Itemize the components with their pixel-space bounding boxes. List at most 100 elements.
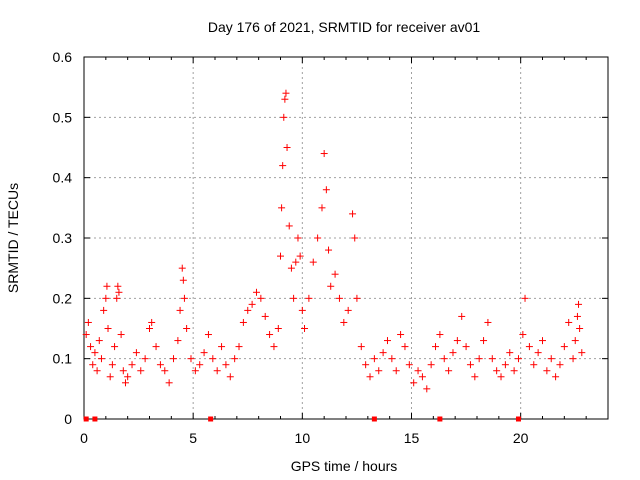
data-point (296, 252, 304, 260)
data-point (340, 318, 348, 326)
data-point (445, 367, 453, 375)
data-point (187, 355, 195, 363)
x-tick-label: 10 (295, 430, 311, 446)
data-point (493, 367, 501, 375)
data-point (148, 318, 156, 326)
data-point (514, 355, 522, 363)
data-point (95, 337, 103, 345)
data-point (501, 361, 509, 369)
data-point (552, 373, 560, 381)
baseline-marker (515, 416, 521, 422)
data-point (432, 343, 440, 351)
data-point (179, 276, 187, 284)
data-point (397, 331, 405, 339)
baseline-marker (208, 416, 214, 422)
data-point (530, 361, 538, 369)
data-point (235, 343, 243, 351)
data-point (244, 306, 252, 314)
data-point (114, 282, 122, 290)
data-point (534, 349, 542, 357)
data-point (547, 355, 555, 363)
data-point (278, 204, 286, 212)
data-point (102, 294, 110, 302)
baseline-marker (83, 416, 89, 422)
data-point (239, 318, 247, 326)
y-tick-label: 0.1 (53, 351, 73, 367)
data-point (453, 337, 461, 345)
data-point (209, 355, 217, 363)
data-point (458, 312, 466, 320)
data-point (146, 325, 153, 332)
data-point (576, 325, 584, 332)
data-point (322, 186, 330, 194)
data-point (132, 349, 140, 357)
y-tick-label: 0.5 (53, 109, 73, 125)
data-point (575, 300, 583, 308)
baseline-marker (437, 416, 443, 422)
data-point (351, 234, 359, 242)
data-point (375, 367, 383, 375)
data-point (137, 367, 145, 375)
data-point (97, 355, 105, 363)
data-point (174, 337, 182, 345)
data-point (573, 312, 581, 320)
data-point (305, 294, 313, 302)
y-axis-label: SRMTID / TECUs (5, 183, 21, 293)
data-point (156, 361, 164, 369)
data-point (84, 318, 92, 326)
data-point (165, 379, 173, 387)
data-point (506, 349, 514, 357)
data-point (519, 331, 527, 339)
data-point (161, 367, 169, 375)
data-point (200, 349, 208, 357)
data-point (93, 367, 101, 375)
data-point (104, 325, 112, 332)
data-point (471, 373, 479, 381)
data-point (285, 222, 293, 230)
data-point (222, 361, 230, 369)
data-point (379, 349, 387, 357)
baseline-marker (371, 416, 377, 422)
data-point (357, 343, 365, 351)
data-point (314, 234, 322, 242)
data-point (414, 367, 422, 375)
data-point (392, 367, 400, 375)
data-point (401, 343, 409, 351)
data-point (466, 361, 474, 369)
y-tick-label: 0.4 (53, 170, 73, 186)
data-point (113, 294, 121, 302)
data-point (294, 234, 302, 242)
data-point (111, 343, 119, 351)
data-point (226, 373, 234, 381)
data-point (331, 270, 339, 278)
data-point (281, 95, 289, 103)
data-point (353, 294, 361, 302)
data-point (423, 385, 431, 393)
data-point (325, 246, 333, 254)
data-point (292, 258, 300, 266)
data-point (571, 337, 579, 345)
y-tick-label: 0.2 (53, 290, 73, 306)
data-point (320, 150, 328, 158)
data-point (462, 343, 470, 351)
data-point (257, 294, 265, 302)
data-point (497, 373, 505, 381)
data-point (180, 294, 188, 302)
data-point (410, 379, 418, 387)
data-point (383, 337, 391, 345)
data-point (152, 343, 160, 351)
data-point (480, 337, 488, 345)
data-point (115, 288, 123, 296)
data-point (287, 264, 295, 272)
data-point (388, 355, 396, 363)
data-point (270, 343, 278, 351)
data-point (475, 355, 483, 363)
data-point (170, 355, 178, 363)
data-point (100, 306, 108, 314)
data-point (204, 331, 212, 339)
x-tick-label: 0 (80, 430, 88, 446)
data-point (231, 355, 239, 363)
data-point (274, 325, 282, 332)
data-point (335, 294, 343, 302)
